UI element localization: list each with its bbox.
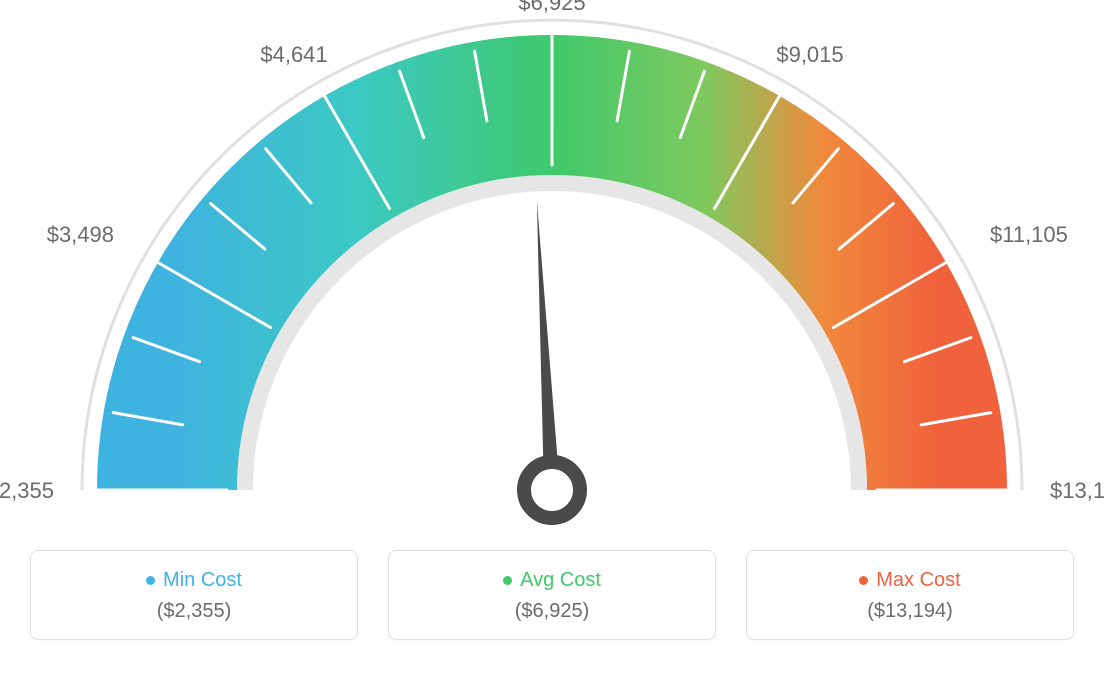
tick-label-6: $13,194 [1050,478,1104,503]
min-cost-title: Min Cost [146,569,242,592]
avg-dot-icon [503,576,512,585]
min-cost-card: Min Cost ($2,355) [30,550,358,640]
max-cost-card: Max Cost ($13,194) [746,550,1074,640]
gauge-svg: $2,355 $3,498 $4,641 $6,925 $9,015 $11,1… [0,0,1104,560]
min-dot-icon [146,576,155,585]
avg-cost-title: Avg Cost [503,569,601,592]
min-cost-label: Min Cost [163,569,242,592]
tick-label-2: $4,641 [260,42,327,67]
avg-cost-value: ($6,925) [399,600,705,623]
gauge-group: $2,355 $3,498 $4,641 $6,925 $9,015 $11,1… [0,0,1104,519]
max-dot-icon [859,576,868,585]
tick-label-4: $9,015 [776,42,843,67]
summary-cards: Min Cost ($2,355) Avg Cost ($6,925) Max … [0,550,1104,660]
max-cost-title: Max Cost [859,569,960,592]
cost-gauge: $2,355 $3,498 $4,641 $6,925 $9,015 $11,1… [0,0,1104,550]
tick-label-3: $6,925 [518,0,585,15]
tick-label-0: $2,355 [0,478,54,503]
max-cost-value: ($13,194) [757,600,1063,623]
tick-label-1: $3,498 [47,222,114,247]
min-cost-value: ($2,355) [41,600,347,623]
avg-cost-card: Avg Cost ($6,925) [388,550,716,640]
avg-cost-label: Avg Cost [520,569,601,592]
needle [509,199,582,519]
max-cost-label: Max Cost [876,569,960,592]
tick-label-5: $11,105 [990,222,1068,247]
